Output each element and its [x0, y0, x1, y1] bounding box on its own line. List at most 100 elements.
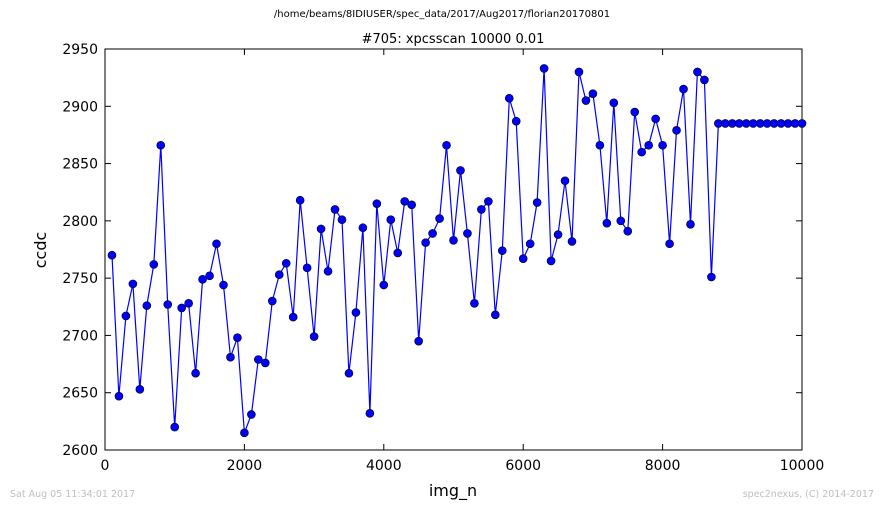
data-point [295, 195, 305, 205]
data-point [525, 239, 535, 249]
data-point [121, 311, 131, 321]
data-point [407, 200, 416, 210]
data-point [435, 214, 444, 223]
data-point [274, 270, 284, 280]
x-tick-label: 8000 [645, 458, 681, 474]
data-point [588, 89, 598, 98]
data-point [539, 64, 549, 73]
data-point [463, 229, 472, 238]
y-ticks: 2600 2650 2700 2750 2800 2850 2900 2950 [62, 42, 802, 459]
data-point [567, 237, 577, 246]
data-point [309, 332, 319, 341]
chart-title: #705: xpcsscan 10000 0.01 [362, 32, 545, 47]
data-point [637, 147, 646, 157]
data-point [630, 107, 640, 117]
data-point [379, 280, 389, 290]
data-point [288, 312, 298, 322]
data-point [219, 280, 228, 290]
data-point [477, 205, 486, 214]
data-point [254, 355, 263, 364]
data-point [135, 384, 145, 394]
y-tick-label: 2900 [62, 99, 98, 115]
data-point [504, 93, 514, 103]
data-point [484, 197, 493, 206]
data-point [240, 428, 249, 438]
data-point [616, 216, 626, 226]
data-point [797, 119, 807, 128]
data-point [449, 236, 458, 245]
data-point [672, 126, 681, 135]
data-point [365, 409, 375, 418]
data-point [337, 215, 347, 225]
y-axis-label: ccdc [31, 232, 50, 269]
data-point [693, 67, 702, 77]
series-markers [107, 64, 807, 438]
data-point [421, 238, 430, 247]
data-point [205, 271, 214, 281]
data-point [302, 263, 312, 273]
data-point [518, 254, 528, 263]
data-point [574, 67, 584, 77]
y-tick-label: 2650 [62, 386, 98, 402]
plot-area: 0 2000 4000 6000 8000 10000 26002650270027502… [62, 42, 824, 474]
data-point [644, 140, 653, 150]
data-point [623, 226, 633, 236]
x-tick-label: 2000 [227, 458, 263, 474]
data-point [546, 256, 556, 266]
data-point [428, 229, 437, 238]
data-point [351, 308, 361, 317]
data-point [553, 230, 563, 239]
x-tick-label: 0 [101, 458, 110, 474]
data-point [233, 333, 242, 343]
data-point [247, 410, 256, 419]
data-point [156, 140, 166, 150]
data-point [386, 215, 396, 225]
data-point [560, 176, 570, 186]
footer-timestamp: Sat Aug 05 11:34:01 2017 [10, 489, 136, 500]
data-point [686, 219, 695, 229]
data-point [281, 258, 291, 268]
data-point [142, 301, 152, 310]
data-point [344, 368, 354, 378]
data-point [581, 96, 591, 105]
data-point [163, 300, 173, 309]
data-point [358, 223, 368, 233]
y-tick-label: 2800 [62, 214, 98, 230]
data-point [414, 336, 423, 346]
data-point [316, 224, 326, 234]
data-point [707, 272, 716, 282]
data-point [651, 114, 660, 124]
y-tick-label: 2850 [62, 157, 98, 173]
y-tick-label: 2600 [62, 443, 98, 459]
data-point [198, 274, 207, 284]
data-point [602, 218, 612, 228]
y-tick-label: 2750 [62, 271, 98, 287]
footer-credit: spec2nexus, (C) 2014-2017 [742, 489, 874, 500]
x-ticks: 0 2000 4000 6000 8000 10000 [101, 49, 825, 474]
data-point [177, 303, 186, 313]
data-point [658, 140, 667, 150]
data-point [470, 299, 479, 308]
data-point [170, 422, 179, 432]
data-point [184, 299, 193, 308]
data-point [511, 116, 521, 126]
x-tick-label: 4000 [366, 458, 402, 474]
data-point [149, 260, 159, 269]
data-point [114, 391, 124, 401]
data-point [372, 199, 382, 208]
x-tick-label: 10000 [780, 458, 825, 474]
data-point [665, 239, 674, 249]
data-point [393, 248, 403, 258]
data-point [212, 239, 221, 249]
y-tick-label: 2950 [62, 42, 98, 58]
data-point [400, 197, 410, 206]
data-point [107, 250, 117, 260]
data-point [456, 166, 465, 175]
data-point [609, 98, 619, 108]
file-path-title: /home/beams/8IDIUSER/spec_data/2017/Aug2… [273, 9, 611, 20]
x-axis-label: img_n [429, 481, 477, 501]
plot-frame [104, 48, 803, 451]
data-point [532, 198, 542, 207]
data-point [323, 266, 333, 276]
